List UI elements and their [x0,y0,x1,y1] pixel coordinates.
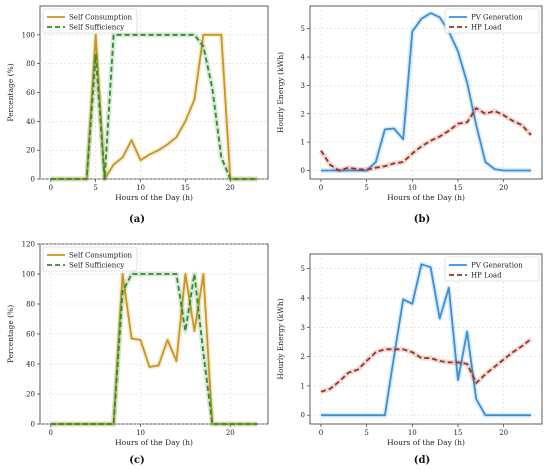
series-self-sufficiency [50,32,258,182]
series-line [50,273,258,425]
x-axis-label: Hours of the Day (h) [387,438,465,447]
x-tick-label: 0 [49,429,53,437]
y-tick-label: 3 [301,82,305,90]
series-line [321,12,531,172]
y-tick-label: 80 [26,60,35,68]
legend: Self Consumption Self Sufficiency [42,8,138,34]
series-line [320,338,532,393]
x-tick-label: 5 [364,429,368,437]
series-line [50,33,258,180]
y-tick-label: 2 [301,110,305,118]
legend-label: PV Generation [471,14,523,22]
y-tick-label: 2 [301,353,305,361]
y-tick-label: 120 [22,241,35,249]
y-axis-label: Percentage (%) [6,63,15,121]
y-tick-label: 1 [301,139,305,147]
x-tick-label: 10 [136,429,145,437]
x-axis-label: Hours of the Day (h) [387,193,465,202]
y-tick-label: 0 [301,167,305,175]
x-axis-label: Hours of the Day (h) [115,438,193,447]
y-tick-label: 40 [26,361,35,369]
y-tick-label: 80 [26,301,35,309]
x-tick-label: 20 [499,429,508,437]
x-tick-label: 15 [454,184,463,192]
legend-label: HP Load [471,24,502,32]
x-tick-label: 15 [181,184,190,192]
plot-area [309,253,543,425]
y-tick-label: 20 [26,391,35,399]
x-tick-label: 10 [136,184,145,192]
panel-caption: (a) [129,214,145,225]
y-tick-label: 5 [301,25,305,33]
y-tick-label: 1 [301,382,305,390]
x-tick-label: 10 [408,429,417,437]
x-tick-label: 15 [454,429,463,437]
y-tick-label: 20 [26,147,35,155]
series-hp-load [320,337,533,395]
panel-caption: (c) [129,455,145,466]
grid [310,254,542,424]
series-line [321,263,531,417]
y-tick-label: 3 [301,324,305,332]
x-tick-label: 20 [499,184,508,192]
x-tick-label: 20 [226,184,235,192]
y-tick-label: 4 [301,54,306,62]
y-tick-label: 100 [22,31,35,39]
legend-box [444,8,540,34]
x-tick-label: 5 [364,184,368,192]
panel-caption: (d) [414,455,430,466]
grid [40,6,268,180]
legend-box [42,8,138,34]
legend: PV Generation HP Load [444,8,540,34]
y-tick-label: 0 [31,176,35,184]
chart-panel-b: 0 1 2 3 4 5 0 5 10 15 20 Hours of the Day (h) Hourly… [276,5,543,225]
y-tick-label: 60 [26,331,35,339]
chart-panel-d: 0 1 2 3 4 5 0 5 10 15 20 Hours of the Day (h) Hourly… [276,253,543,466]
plot-area [309,5,543,180]
y-axis-label: Hourly Energy (kWh) [276,52,285,133]
y-tick-label: 0 [31,421,35,429]
legend: PV Generation HP Load [444,256,540,282]
chart-panel-a: 0 20 40 60 80 100 0 5 10 15 20 Hours of the Day (h)… [6,5,269,225]
x-tick-label: 0 [319,184,323,192]
series-pv-generation [321,10,531,173]
x-tick-label: 20 [226,429,235,437]
panel-caption: (b) [414,214,430,225]
chart-panel-c: 0 20 40 60 80 100 120 0 10 20 Hours of the Day (h)… [6,241,269,466]
series-line [320,107,532,172]
legend-label: Self Consumption [69,252,133,260]
x-tick-label: 0 [49,184,53,192]
series-self-sufficiency [50,271,258,427]
series-pv-generation [321,261,531,418]
x-tick-label: 10 [408,184,417,192]
legend-box [42,246,138,272]
x-tick-label: 0 [319,429,323,437]
series-hp-load [318,105,533,173]
y-tick-label: 0 [301,412,305,420]
legend-label: PV Generation [471,262,523,270]
y-tick-label: 40 [26,118,35,126]
y-tick-label: 60 [26,89,35,97]
y-axis-label: Hourly Energy (kWh) [276,298,285,379]
y-tick-label: 100 [22,271,35,279]
legend-label: Self Consumption [69,14,133,22]
y-tick-label: 5 [301,265,305,273]
legend-label: Self Sufficiency [69,262,124,270]
legend-label: HP Load [471,272,502,280]
y-axis-label: Percentage (%) [6,305,15,363]
x-tick-label: 5 [93,184,97,192]
legend-box [444,256,540,282]
y-tick-label: 4 [301,294,306,302]
legend: Self Consumption Self Sufficiency [42,246,138,272]
legend-label: Self Sufficiency [69,24,124,32]
x-axis-label: Hours of the Day (h) [115,193,193,202]
